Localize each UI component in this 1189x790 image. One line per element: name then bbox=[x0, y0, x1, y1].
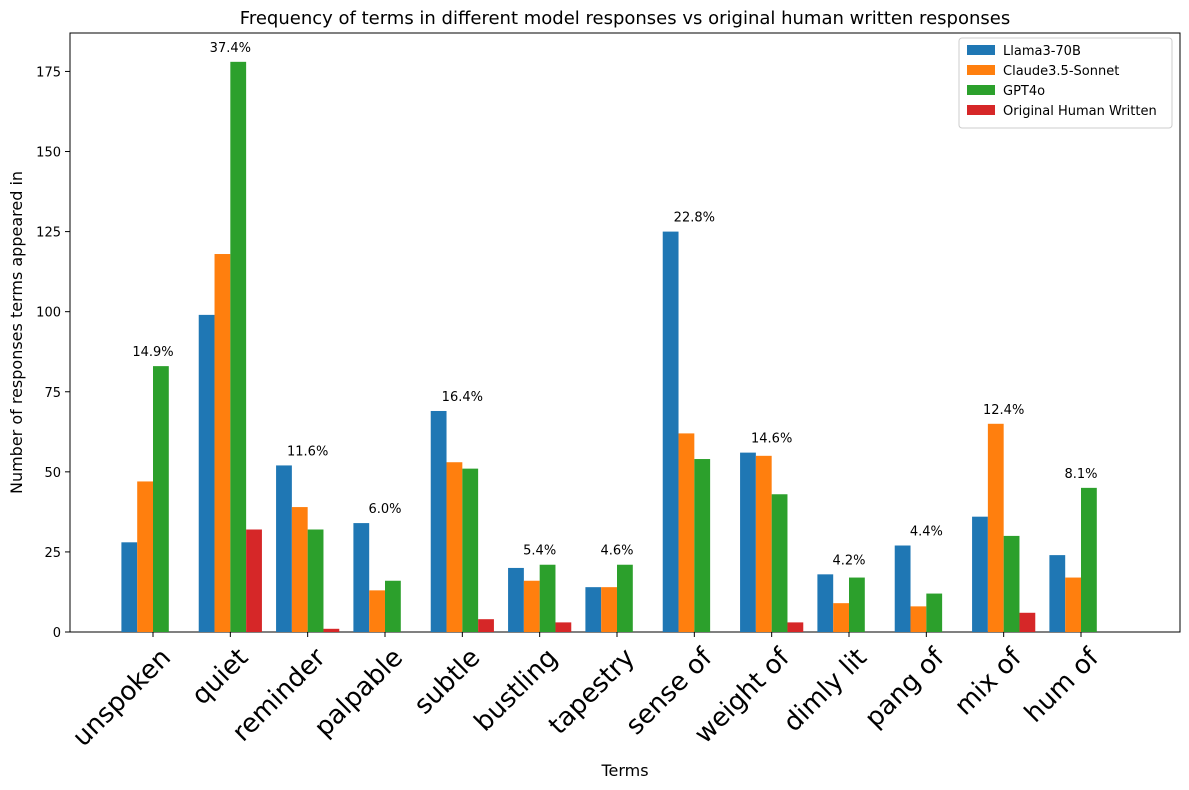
bar-claude3-5-sonnet-tapestry bbox=[601, 587, 617, 632]
x-tick-label-mix-of: mix of bbox=[949, 642, 1028, 721]
bar-gpt4o-palpable bbox=[385, 580, 401, 632]
y-tick-label: 175 bbox=[36, 65, 61, 80]
legend-box bbox=[958, 37, 1173, 129]
bar-original-human-written-subtle bbox=[478, 619, 494, 632]
bar-llama3-70b-hum-of bbox=[1049, 555, 1066, 632]
y-tick-label: 50 bbox=[44, 466, 61, 481]
bar-gpt4o-reminder bbox=[307, 529, 324, 632]
x-tick-label-quiet: quiet bbox=[186, 643, 254, 711]
percent-label-quiet: 37.4% bbox=[210, 41, 251, 56]
bar-llama3-70b-subtle bbox=[430, 410, 447, 632]
percent-label-tapestry: 4.6% bbox=[600, 544, 633, 559]
bar-gpt4o-weight-of bbox=[771, 494, 788, 632]
bar-llama3-70b-quiet bbox=[198, 314, 215, 632]
legend-swatch bbox=[967, 85, 995, 95]
bar-original-human-written-reminder bbox=[323, 628, 340, 632]
x-tick-label-subtle: subtle bbox=[409, 643, 487, 721]
legend-swatch bbox=[967, 45, 995, 55]
y-axis-label: Number of responses terms appeared in bbox=[7, 171, 26, 494]
bar-gpt4o-hum-of bbox=[1081, 487, 1097, 632]
bar-gpt4o-pang-of bbox=[926, 593, 943, 632]
bar-original-human-written-weight-of bbox=[787, 622, 804, 632]
bar-claude3-5-sonnet-pang-of bbox=[910, 606, 927, 632]
y-tick-label: 125 bbox=[36, 226, 61, 241]
bar-llama3-70b-pang-of bbox=[894, 545, 911, 632]
bar-claude3-5-sonnet-weight-of bbox=[755, 455, 772, 632]
percent-label-subtle: 16.4% bbox=[442, 390, 483, 405]
y-tick-label: 75 bbox=[44, 386, 61, 401]
bar-gpt4o-dimly-lit bbox=[849, 577, 865, 632]
bars-group bbox=[121, 61, 1097, 632]
percent-label-sense-of: 22.8% bbox=[674, 211, 715, 226]
percent-labels-group: 14.9% 37.4% 11.6% 6.0% 16.4% 5.4% 4.6% 22.8% 14.… bbox=[132, 41, 1097, 569]
legend-label: Original Human Written bbox=[1003, 104, 1157, 119]
y-tick-label: 0 bbox=[53, 626, 61, 641]
bar-claude3-5-sonnet-mix-of bbox=[987, 423, 1004, 632]
percent-label-dimly-lit: 4.2% bbox=[832, 553, 865, 568]
y-axis: 0 25 50 75 100 125 150 175 bbox=[36, 65, 70, 641]
percent-label-bustling: 5.4% bbox=[523, 544, 556, 559]
bar-llama3-70b-palpable bbox=[353, 523, 370, 632]
legend-label: Claude3.5-Sonnet bbox=[1003, 64, 1119, 79]
bar-claude3-5-sonnet-bustling bbox=[523, 580, 540, 632]
y-tick-label: 100 bbox=[36, 306, 61, 321]
bar-original-human-written-mix-of bbox=[1019, 612, 1036, 632]
bar-llama3-70b-dimly-lit bbox=[817, 574, 834, 632]
x-tick-label-pang-of: pang of bbox=[859, 642, 951, 734]
bar-llama3-70b-bustling bbox=[508, 567, 524, 632]
bar-gpt4o-subtle bbox=[462, 468, 479, 632]
bar-claude3-5-sonnet-quiet bbox=[214, 254, 231, 632]
y-tick-label: 25 bbox=[44, 546, 61, 561]
legend-swatch bbox=[967, 105, 995, 115]
bar-claude3-5-sonnet-reminder bbox=[291, 507, 308, 632]
percent-label-pang-of: 4.4% bbox=[910, 525, 943, 540]
bar-gpt4o-quiet bbox=[230, 61, 247, 632]
bar-claude3-5-sonnet-dimly-lit bbox=[833, 603, 849, 632]
percent-label-weight-of: 14.6% bbox=[751, 432, 792, 447]
bar-claude3-5-sonnet-unspoken bbox=[137, 481, 153, 632]
bar-llama3-70b-mix-of bbox=[972, 516, 988, 632]
bar-llama3-70b-tapestry bbox=[585, 587, 602, 632]
bar-gpt4o-tapestry bbox=[617, 564, 633, 632]
bar-llama3-70b-weight-of bbox=[740, 452, 756, 632]
bar-gpt4o-bustling bbox=[539, 564, 556, 632]
percent-label-unspoken: 14.9% bbox=[132, 345, 173, 360]
bar-claude3-5-sonnet-palpable bbox=[369, 590, 385, 632]
bar-gpt4o-unspoken bbox=[153, 366, 169, 632]
legend-label: Llama3-70B bbox=[1003, 44, 1081, 59]
bar-claude3-5-sonnet-sense-of bbox=[678, 433, 695, 632]
bar-gpt4o-sense-of bbox=[694, 459, 711, 632]
x-tick-label-hum-of: hum of bbox=[1019, 642, 1106, 729]
bar-claude3-5-sonnet-hum-of bbox=[1065, 577, 1081, 632]
chart-title: Frequency of terms in different model re… bbox=[240, 8, 1010, 29]
bar-llama3-70b-sense-of bbox=[662, 231, 679, 632]
x-tick-label-unspoken: unspoken bbox=[67, 643, 177, 753]
legend-swatch bbox=[967, 65, 995, 75]
bar-claude3-5-sonnet-subtle bbox=[446, 462, 463, 632]
percent-label-mix-of: 12.4% bbox=[983, 403, 1024, 418]
y-tick-label: 150 bbox=[36, 146, 61, 161]
percent-label-palpable: 6.0% bbox=[368, 502, 401, 517]
x-axis-label: Terms bbox=[600, 761, 648, 780]
bar-llama3-70b-reminder bbox=[276, 465, 292, 632]
x-tick-label-dimly-lit: dimly lit bbox=[778, 643, 873, 738]
bar-original-human-written-bustling bbox=[555, 622, 572, 632]
percent-label-reminder: 11.6% bbox=[287, 444, 328, 459]
legend: Llama3-70B Claude3.5-Sonnet GPT4o Original … bbox=[958, 37, 1173, 129]
legend-label: GPT4o bbox=[1003, 84, 1045, 99]
bar-original-human-written-quiet bbox=[246, 529, 262, 632]
bar-llama3-70b-unspoken bbox=[121, 542, 138, 632]
bar-gpt4o-mix-of bbox=[1003, 535, 1020, 632]
percent-label-hum-of: 8.1% bbox=[1064, 467, 1097, 482]
